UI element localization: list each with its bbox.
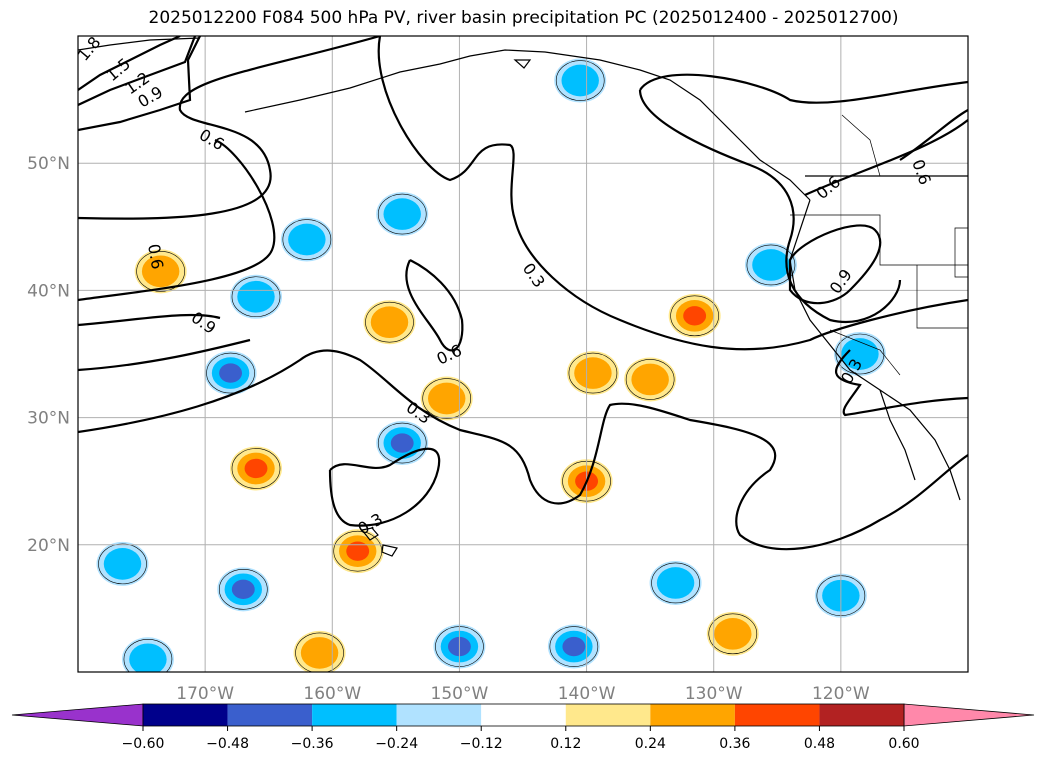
pv-contours [78, 36, 968, 551]
gridlines [78, 36, 968, 672]
contour-label: 0.6 [196, 125, 228, 154]
colorbar-frame [142, 703, 905, 727]
precip-blob-outline [218, 569, 268, 610]
colorbar-extend-min [11, 703, 144, 727]
axis-tick-labels: 170°W 160°W 150°W 140°W 130°W 120°W 20°N 30°N 40… [27, 154, 870, 704]
x-tick-label: 150°W [431, 684, 489, 704]
colorbar-bin [312, 704, 397, 726]
colorbar-tick-label: 0.36 [719, 736, 750, 752]
colorbar-tick-label: −0.48 [206, 736, 249, 752]
precip-blob [300, 637, 339, 669]
precip-blob-outline [708, 613, 758, 655]
precip-blob-outline [746, 244, 796, 286]
precip-blob [390, 433, 414, 453]
precip-blob [574, 357, 612, 389]
y-tick-label: 50°N [27, 154, 70, 174]
contour-label: 0.3 [519, 259, 549, 291]
colorbar-tick-label: 0.48 [804, 736, 835, 752]
colorbar-bin [734, 704, 820, 726]
colorbar-bin [481, 704, 566, 726]
precip-blob [683, 306, 707, 326]
precip-blob-outline [651, 562, 700, 604]
x-tick-label: 140°W [558, 684, 616, 704]
precip-blob-outline [377, 193, 427, 235]
colorbar-bin [650, 704, 735, 726]
precip-blob [656, 567, 695, 599]
x-tick-label: 120°W [812, 684, 870, 704]
precip-blob-outline [123, 638, 173, 672]
precip-blob-outline [377, 422, 427, 464]
precip-blob-outline [568, 352, 618, 394]
x-tick-label: 160°W [303, 684, 361, 704]
colorbar-tick-label: −0.12 [460, 736, 503, 752]
colorbar-extend-max [903, 703, 1035, 727]
colorbar-bin [396, 704, 482, 726]
precip-blob [562, 636, 586, 657]
contour-label: 0.9 [188, 308, 220, 338]
colorbar-bin [565, 704, 651, 726]
precip-blob-outline [365, 301, 414, 343]
precip-blob-outline [282, 219, 332, 260]
precip-blob [129, 643, 167, 672]
map-frame [77, 35, 969, 673]
y-tick-label: 20°N [27, 536, 70, 556]
colorbar-tick-label: −0.36 [291, 736, 334, 752]
precip-blob-outline [136, 251, 185, 292]
y-tick-label: 30°N [27, 409, 70, 429]
precip-blob [714, 618, 752, 650]
precip-blob [561, 64, 599, 97]
precip-blob [231, 579, 255, 599]
precip-blob [244, 458, 268, 479]
colorbar-tick-label: −0.60 [122, 736, 165, 752]
precip-blob-outline [555, 60, 605, 101]
y-tick-label: 40°N [27, 281, 70, 301]
pv-contour-labels: 1.8 1.5 1.2 0.9 0.6 0.9 0.6 0.3 0.6 0.3 … [74, 33, 935, 539]
precip-blob-outline [549, 626, 599, 667]
contour-label: 0.6 [812, 172, 844, 203]
precip-blob [141, 255, 180, 288]
colorbar-bin [143, 704, 228, 726]
precip-blob-outline [835, 333, 885, 375]
colorbar-tick-label: 0.24 [635, 736, 666, 752]
contour-label: 0.9 [826, 266, 856, 298]
x-tick-label: 170°W [176, 684, 234, 704]
chart-title: 2025012200 F084 500 hPa PV, river basin … [148, 8, 899, 28]
precip-blob [752, 249, 790, 281]
precip-blob [383, 198, 421, 230]
precip-blob-outline [625, 359, 675, 400]
precip-blob [427, 382, 466, 415]
precip-blob-outline [670, 295, 719, 337]
colorbar-tick-label: −0.24 [375, 736, 418, 752]
precip-blob [631, 363, 669, 396]
precip-blob [288, 223, 326, 256]
colorbar: −0.60 −0.48 −0.36 −0.24 −0.12 0.12 0.24 0.36 0.4… [11, 703, 1035, 752]
colorbar-tick-label: 0.12 [550, 736, 581, 752]
precip-blob [219, 363, 243, 383]
precip-blob [103, 548, 142, 580]
precip-blob [237, 280, 275, 313]
colorbar-bin [819, 704, 904, 726]
precip-blob-outline [422, 378, 472, 419]
precip-blob-outline [98, 543, 147, 585]
precip-blob [370, 306, 409, 339]
contour-label: 0.6 [908, 157, 935, 187]
precip-blob-outline [206, 352, 255, 394]
precip-blob [346, 541, 370, 561]
precip-blob-outline [231, 276, 281, 318]
precip-anomaly-layer [96, 58, 886, 672]
contour-label: 0.6 [144, 242, 167, 270]
x-tick-label: 130°W [685, 684, 743, 704]
colorbar-bin [227, 704, 313, 726]
precip-blob-outline [295, 632, 344, 672]
precip-blob-outline [231, 448, 281, 489]
colorbar-tick-label: 0.60 [888, 736, 919, 752]
coastlines [78, 37, 968, 557]
